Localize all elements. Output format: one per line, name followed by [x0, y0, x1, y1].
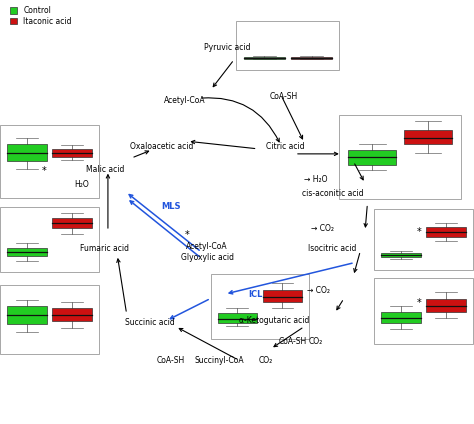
Legend: Control, Itaconic acid: Control, Itaconic acid: [9, 5, 73, 27]
FancyArrowPatch shape: [282, 98, 302, 139]
Text: → CO₂: → CO₂: [307, 286, 330, 295]
FancyBboxPatch shape: [7, 248, 46, 256]
FancyArrowPatch shape: [355, 164, 363, 180]
FancyBboxPatch shape: [381, 312, 420, 323]
FancyArrowPatch shape: [229, 263, 352, 294]
Text: H₂O: H₂O: [74, 180, 89, 189]
Text: CO₂: CO₂: [259, 356, 273, 365]
FancyBboxPatch shape: [0, 285, 99, 354]
FancyBboxPatch shape: [53, 149, 91, 156]
FancyBboxPatch shape: [263, 290, 302, 302]
Text: → H₂O: → H₂O: [304, 175, 328, 184]
Text: Succinic acid: Succinic acid: [125, 318, 175, 327]
FancyBboxPatch shape: [427, 299, 466, 312]
FancyBboxPatch shape: [374, 209, 473, 270]
Text: ICL: ICL: [248, 290, 263, 299]
Text: MLS: MLS: [161, 202, 181, 211]
Text: *: *: [185, 230, 190, 240]
FancyArrowPatch shape: [129, 195, 199, 250]
Text: *: *: [42, 166, 46, 176]
Text: Malic acid: Malic acid: [86, 165, 125, 174]
Text: Fumaric acid: Fumaric acid: [80, 244, 129, 253]
FancyArrowPatch shape: [170, 300, 208, 319]
FancyArrowPatch shape: [274, 328, 302, 347]
FancyBboxPatch shape: [404, 131, 452, 144]
FancyArrowPatch shape: [337, 301, 343, 310]
Text: Citric acid: Citric acid: [266, 142, 305, 151]
FancyBboxPatch shape: [339, 115, 461, 199]
FancyBboxPatch shape: [291, 57, 332, 59]
FancyBboxPatch shape: [374, 278, 473, 343]
Text: Acetyl-CoA: Acetyl-CoA: [186, 242, 228, 251]
FancyBboxPatch shape: [7, 144, 46, 162]
Text: cis-aconitic acid: cis-aconitic acid: [301, 190, 363, 198]
FancyArrowPatch shape: [354, 254, 360, 272]
FancyBboxPatch shape: [237, 21, 339, 70]
FancyArrowPatch shape: [134, 151, 149, 157]
FancyBboxPatch shape: [348, 150, 396, 165]
Text: → CO₂: → CO₂: [311, 223, 335, 232]
FancyBboxPatch shape: [218, 313, 257, 323]
Text: Succinyl-CoA: Succinyl-CoA: [194, 356, 244, 365]
Text: CoA-SH: CoA-SH: [279, 337, 307, 346]
Text: *: *: [417, 227, 421, 237]
Text: CO₂: CO₂: [309, 337, 323, 346]
FancyBboxPatch shape: [381, 253, 420, 257]
Text: Glyoxylic acid: Glyoxylic acid: [181, 253, 234, 262]
Text: Acetyl-CoA: Acetyl-CoA: [164, 96, 206, 105]
Text: Isocitric acid: Isocitric acid: [308, 244, 356, 253]
FancyBboxPatch shape: [53, 218, 91, 228]
FancyBboxPatch shape: [244, 57, 285, 59]
FancyArrowPatch shape: [298, 152, 337, 156]
Text: CoA-SH: CoA-SH: [157, 356, 185, 365]
FancyArrowPatch shape: [364, 206, 367, 227]
FancyArrowPatch shape: [130, 201, 199, 257]
FancyArrowPatch shape: [117, 259, 126, 311]
Text: Pyruvic acid: Pyruvic acid: [204, 43, 250, 52]
FancyArrowPatch shape: [179, 329, 237, 359]
Text: Oxaloacetic acid: Oxaloacetic acid: [130, 142, 193, 151]
FancyArrowPatch shape: [191, 140, 255, 148]
FancyBboxPatch shape: [427, 227, 466, 237]
FancyArrowPatch shape: [106, 175, 109, 228]
Text: α-Ketogutaric acid: α-Ketogutaric acid: [239, 316, 309, 325]
FancyBboxPatch shape: [0, 125, 99, 198]
FancyBboxPatch shape: [7, 307, 46, 324]
FancyBboxPatch shape: [211, 274, 309, 340]
Text: CoA-SH: CoA-SH: [269, 92, 297, 100]
FancyBboxPatch shape: [0, 207, 99, 272]
FancyBboxPatch shape: [53, 308, 91, 321]
Text: *: *: [417, 298, 421, 307]
FancyArrowPatch shape: [202, 98, 279, 142]
FancyArrowPatch shape: [213, 62, 232, 86]
